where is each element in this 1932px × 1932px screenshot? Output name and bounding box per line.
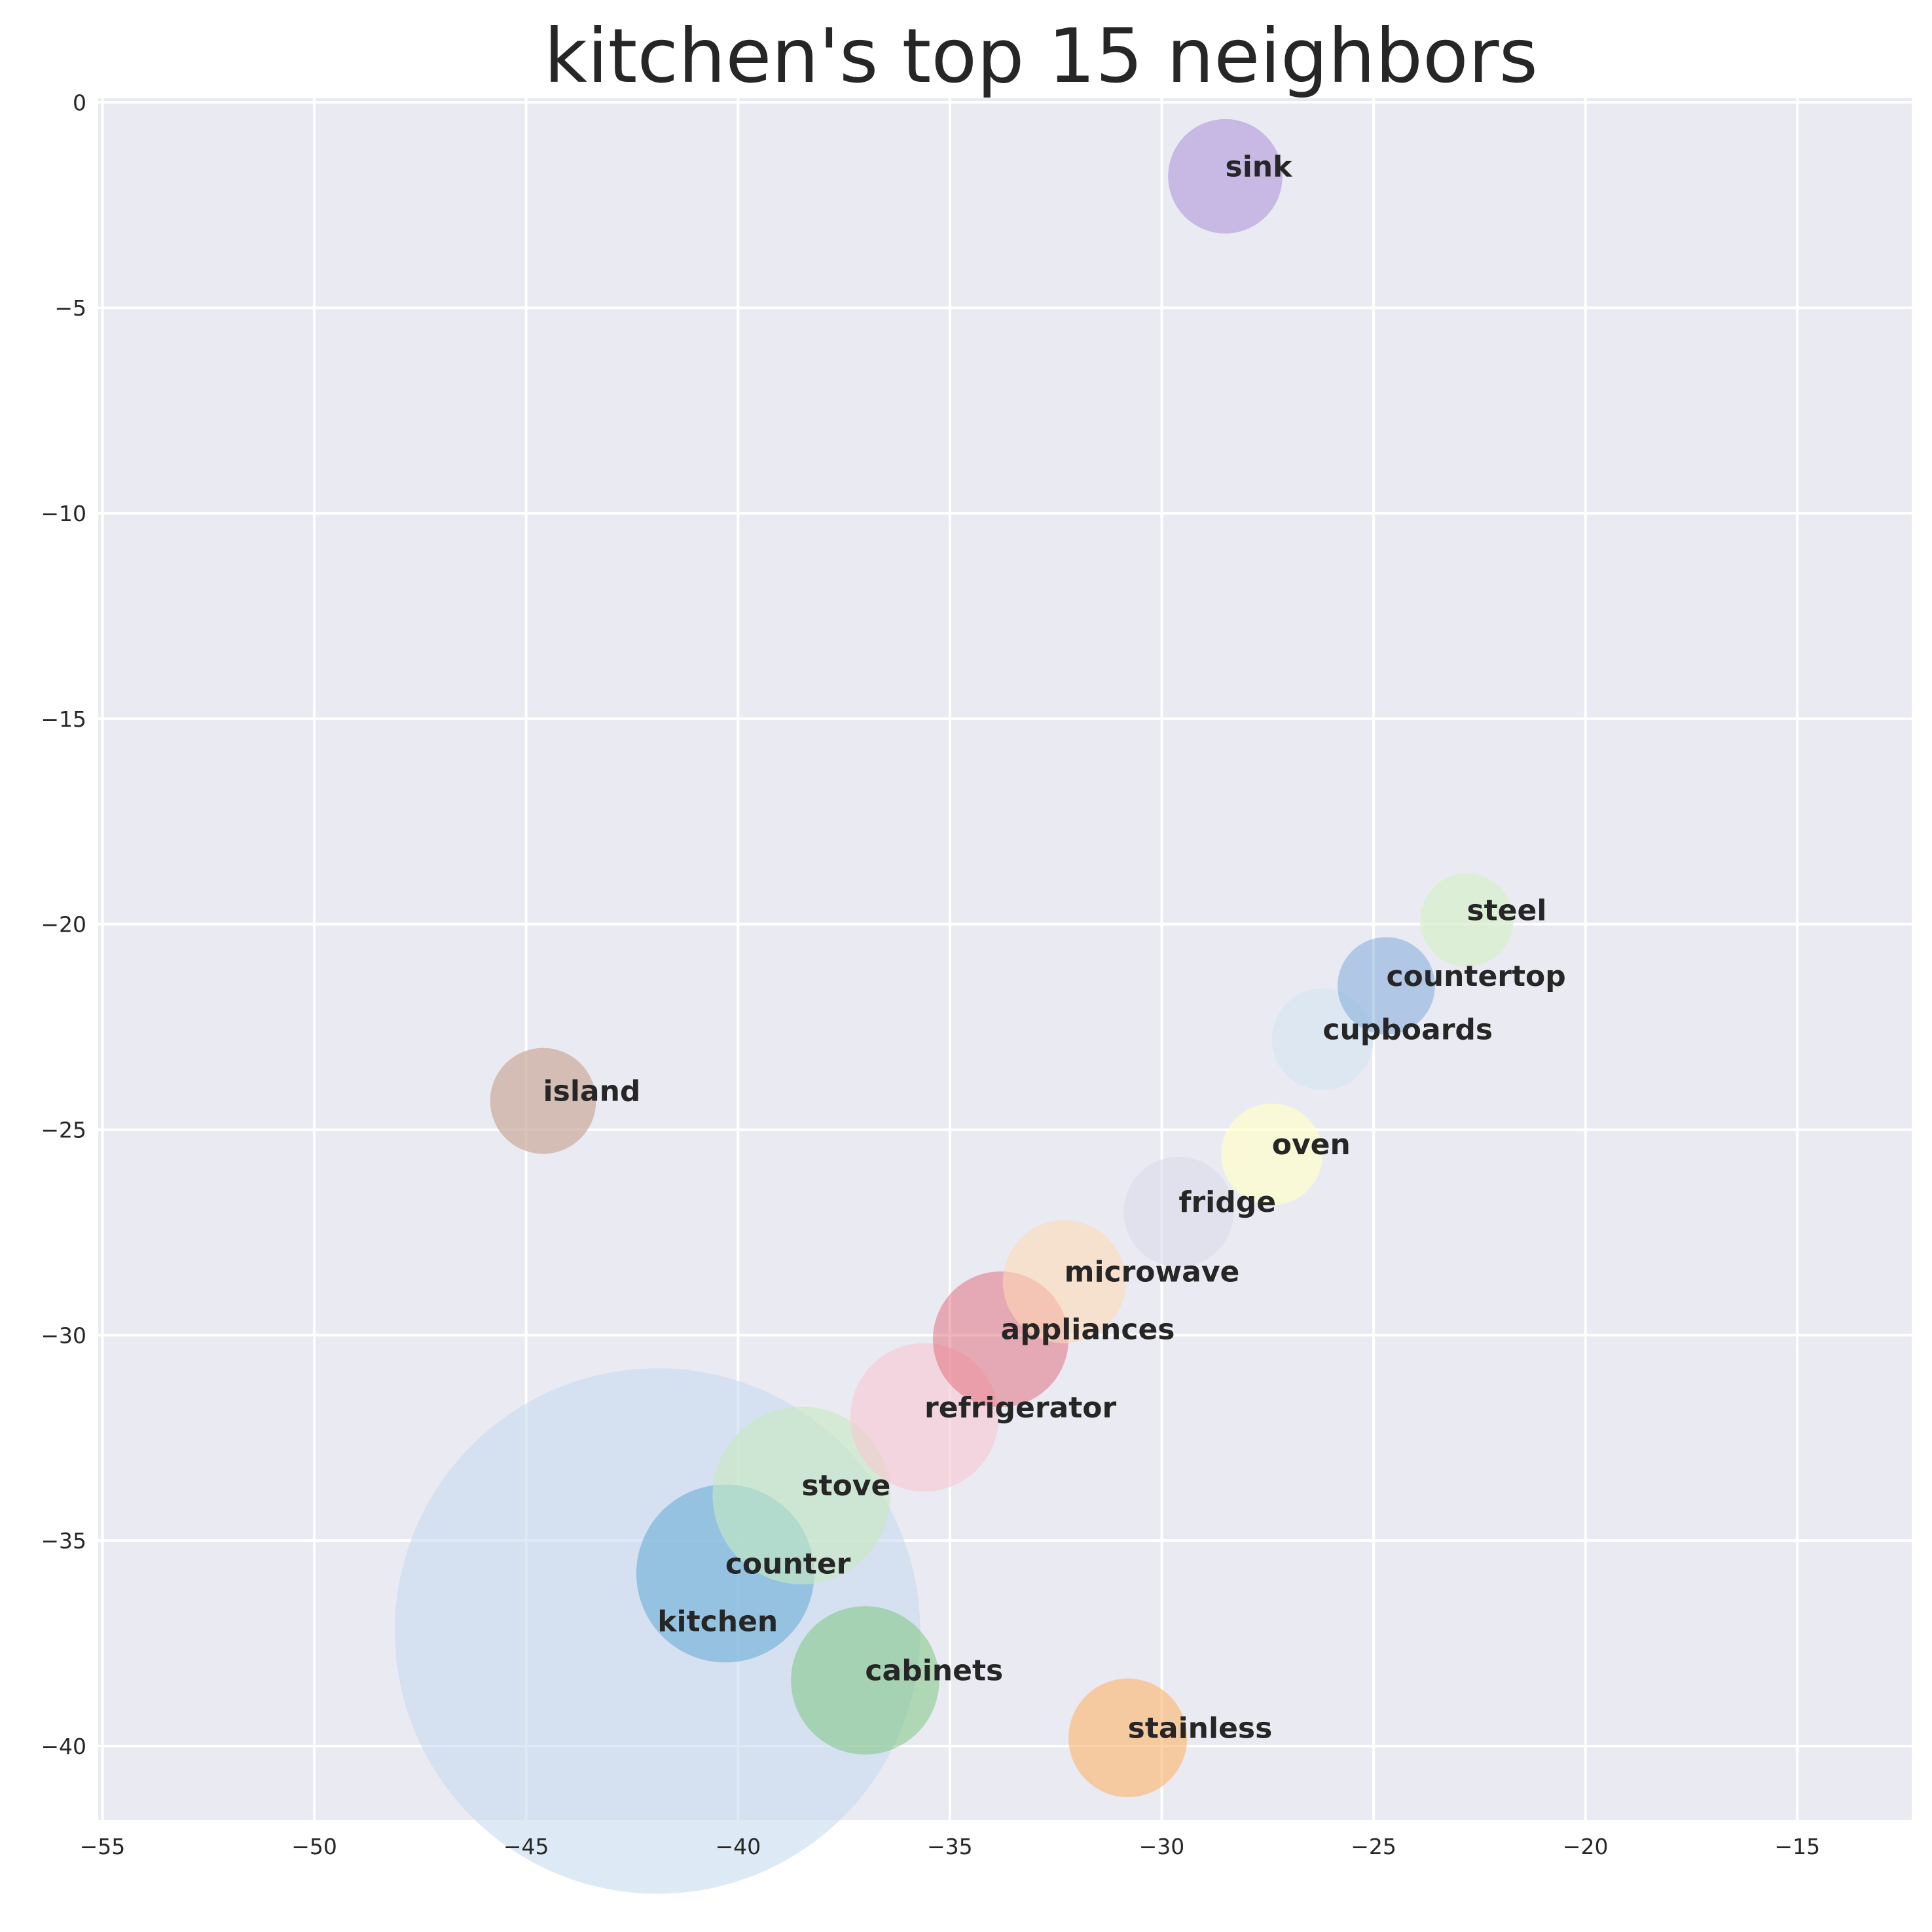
x-tick-label: −30 <box>1139 1834 1185 1859</box>
point-label-kitchen: kitchen <box>657 1605 778 1638</box>
point-cupboards <box>1271 988 1374 1091</box>
y-tick-label: −25 <box>41 1117 86 1142</box>
x-tick-label: −45 <box>503 1834 549 1859</box>
y-axis-ticks: 0 −5 −10 −15 −20 −25 −30 −35 −40 <box>41 90 86 1759</box>
point-label-island: island <box>543 1075 641 1108</box>
y-tick-label: −15 <box>41 706 86 732</box>
point-oven <box>1221 1103 1323 1205</box>
x-tick-label: −35 <box>927 1834 973 1859</box>
y-tick-label: −30 <box>41 1322 86 1348</box>
x-tick-label: −50 <box>291 1834 337 1859</box>
point-stainless <box>1068 1678 1188 1798</box>
point-label-stainless: stainless <box>1128 1711 1273 1745</box>
grid-lines <box>98 98 1912 1820</box>
x-tick-label: −20 <box>1563 1834 1609 1859</box>
y-tick-label: −35 <box>41 1528 86 1554</box>
point-sink <box>1168 118 1283 234</box>
x-tick-label: −40 <box>715 1834 761 1859</box>
point-label-cupboards: cupboards <box>1322 1013 1493 1046</box>
point-countertop <box>1338 937 1435 1035</box>
x-tick-label: −25 <box>1351 1834 1396 1859</box>
y-tick-label: −5 <box>54 295 86 321</box>
point-fridge <box>1123 1156 1234 1267</box>
point-steel <box>1420 873 1514 967</box>
point-label-fridge: fridge <box>1178 1186 1276 1219</box>
point-label-steel: steel <box>1467 894 1546 927</box>
point-island <box>490 1048 596 1154</box>
point-stove <box>712 1406 891 1585</box>
point-refrigerator <box>850 1343 999 1492</box>
point-label-stove: stove <box>801 1469 890 1503</box>
plot-area <box>98 98 1912 1820</box>
x-tick-label: −55 <box>80 1834 126 1859</box>
point-label-counter: counter <box>725 1547 851 1580</box>
point-label-appliances: appliances <box>1001 1313 1175 1347</box>
point-label-sink: sink <box>1226 150 1294 183</box>
y-tick-label: −20 <box>41 912 86 938</box>
chart-title: kitchen's top 15 neighbors <box>544 12 1538 100</box>
x-tick-label: −15 <box>1774 1834 1820 1859</box>
point-labels: kitchen counter stove refrigerator appliance… <box>543 150 1566 1745</box>
point-microwave <box>1002 1220 1126 1343</box>
data-points <box>395 118 1514 1894</box>
y-tick-label: −10 <box>41 501 86 526</box>
point-label-cabinets: cabinets <box>865 1654 1003 1688</box>
y-tick-label: −40 <box>41 1734 86 1759</box>
point-label-countertop: countertop <box>1386 960 1565 993</box>
x-axis-ticks: −55 −50 −45 −40 −35 −30 −25 −20 −15 <box>80 1834 1820 1859</box>
point-label-oven: oven <box>1272 1128 1351 1161</box>
point-cabinets <box>791 1606 939 1755</box>
y-tick-label: 0 <box>73 90 86 115</box>
point-label-refrigerator: refrigerator <box>924 1391 1116 1425</box>
point-label-microwave: microwave <box>1065 1256 1240 1289</box>
